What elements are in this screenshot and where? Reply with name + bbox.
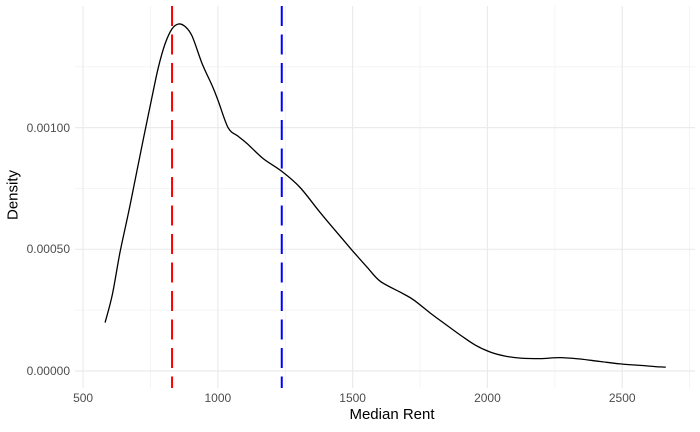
density-curve bbox=[104, 23, 666, 368]
x-axis-title: Median Rent bbox=[349, 406, 435, 423]
x-tick-label: 2000 bbox=[474, 391, 501, 405]
y-axis-title: Density bbox=[4, 169, 22, 221]
y-tick-label: 0.00000 bbox=[26, 363, 70, 378]
x-tick-label: 2500 bbox=[608, 391, 636, 405]
y-tick-label: 0.00050 bbox=[26, 242, 70, 257]
x-tick-label: 1500 bbox=[339, 391, 366, 405]
x-tick-label: 500 bbox=[73, 391, 94, 405]
y-tick-label: 0.00100 bbox=[26, 120, 70, 135]
x-tick-label: 1000 bbox=[204, 391, 232, 405]
